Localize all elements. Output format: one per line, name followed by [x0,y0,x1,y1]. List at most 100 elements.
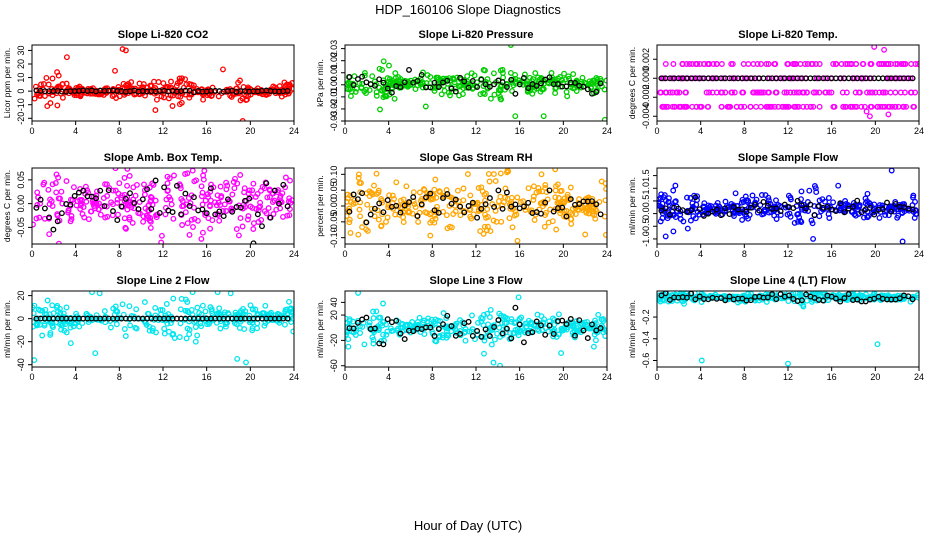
data-point [385,204,392,211]
hourly-point [263,180,270,187]
data-point [47,331,54,338]
data-point [384,75,391,82]
y-tick-label: 0.5 [641,195,651,208]
data-point [861,103,868,110]
data-point [846,61,853,67]
hourly-point [122,195,129,202]
data-point [591,77,598,84]
hourly-point [769,291,776,298]
data-point [252,193,259,200]
x-tick-label: 24 [914,126,924,136]
data-point [352,88,359,95]
data-point [185,195,192,201]
data-point [228,205,235,212]
hourly-point [58,210,65,217]
data-point [377,314,384,321]
data-point [217,202,224,208]
y-tick-label: 0.0 [641,207,651,220]
hourly-point [867,204,873,211]
data-point [254,325,261,332]
data-point [542,182,549,188]
data-point [207,225,214,232]
data-points [32,168,294,244]
data-point [141,191,148,198]
data-point [223,179,230,186]
panel-title: Slope Li-820 Pressure [419,29,534,41]
data-point [403,183,410,190]
data-point [552,168,559,173]
hourly-point [444,312,451,319]
hourly-point [747,297,754,304]
outlier-point [490,359,497,366]
data-point [894,61,901,67]
outlier-point [582,231,589,238]
data-point [897,89,904,96]
data-point [684,225,691,232]
data-point [58,326,65,333]
hourly-point [384,316,391,323]
data-point [177,93,184,100]
outlier-point [234,355,241,362]
outlier-point [214,291,221,296]
data-point [595,311,602,318]
data-point [198,183,205,190]
hourly-point [41,205,48,212]
data-point [412,204,419,211]
data-point [159,307,166,314]
hourly-point [909,206,916,213]
y-tick-label: 0.000 [641,67,651,90]
outlier-point [732,190,739,197]
y-tick-label: 30 [16,45,26,55]
hourly-point [495,187,502,194]
x-tick-label: 4 [698,249,703,259]
data-point [201,168,208,174]
data-point [391,95,398,102]
data-point [821,291,828,298]
data-point [178,99,185,106]
hourly-point [397,84,404,91]
hourly-point [512,90,519,97]
data-point [547,321,554,328]
hourly-point [431,79,438,86]
data-point [790,89,797,96]
data-point [217,183,224,190]
y-tick-label: -0.2 [641,309,651,325]
data-point [186,94,193,101]
y-tick-label: 0.01 [329,64,339,82]
hourly-point [71,192,78,199]
data-point [475,185,482,191]
hourly-point [563,321,570,328]
data-point [232,311,239,318]
data-point [392,211,399,218]
data-point [758,192,765,198]
hourly-point [135,206,142,213]
data-point [861,214,867,221]
data-point [891,293,898,300]
data-point [282,174,289,181]
data-point [247,91,254,98]
data-point [273,206,280,213]
data-point [488,341,495,348]
hourly-point [216,208,223,215]
data-point [392,70,399,77]
data-point [264,194,271,201]
data-point [421,317,428,324]
data-point [816,61,823,67]
data-point [346,205,353,212]
data-point [114,196,121,203]
hourly-point [363,219,370,226]
data-point [590,205,597,211]
data-point [112,187,119,194]
data-point [122,333,129,340]
hourly-point [431,333,438,339]
data-point [858,103,865,110]
hourly-point [597,325,604,332]
hourly-point [499,330,506,337]
data-point [215,93,222,100]
hourly-point [246,195,253,202]
hourly-point [254,211,261,218]
data-point [908,61,915,67]
data-point [194,332,201,339]
data-point [484,310,491,317]
data-point [532,70,539,77]
